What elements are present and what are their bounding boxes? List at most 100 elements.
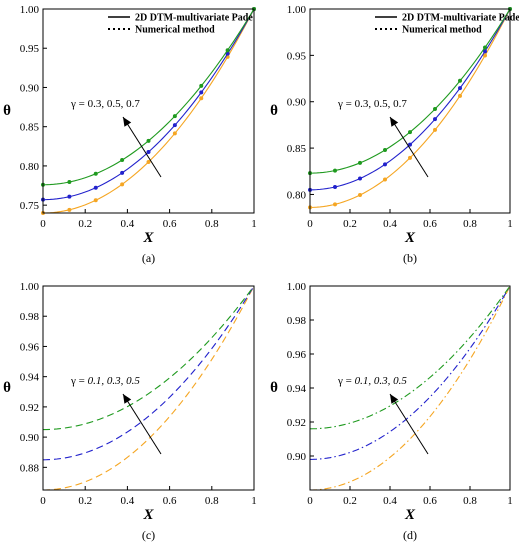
x-tick-label: 0.2 xyxy=(78,495,92,507)
x-tick-label: 0.8 xyxy=(463,218,477,230)
series-marker-0 xyxy=(433,127,437,132)
chart-panel-3: 0 0.2 0.4 0.6 0.8 1 0.90 0.92 0.94 0.96 0.98 1.00 Xθ… xyxy=(270,281,513,542)
plot-frame xyxy=(42,8,255,214)
series-marker-0 xyxy=(93,198,98,203)
y-tick-label: 1.00 xyxy=(287,4,307,16)
y-tick-label: 0.96 xyxy=(20,341,40,353)
annotation-arrow-shaft xyxy=(122,393,162,455)
gamma-annotation: γ = 0.3, 0.5, 0.7 xyxy=(70,98,140,110)
x-tick-label: 0.2 xyxy=(78,218,92,230)
y-tick-label: 0.90 xyxy=(20,82,40,94)
x-axis-title: X xyxy=(142,507,154,523)
x-axis-title: X xyxy=(404,230,416,246)
series-marker-2 xyxy=(146,138,151,143)
x-tick-label: 0 xyxy=(40,495,46,507)
y-tick-label: 0.80 xyxy=(287,189,307,201)
series-marker-2 xyxy=(67,180,72,185)
y-tick-label: 1.00 xyxy=(20,281,40,293)
series-line-1 xyxy=(309,285,511,460)
series-marker-2 xyxy=(458,78,462,83)
series-marker-1 xyxy=(333,184,337,189)
panel-label: (b) xyxy=(403,251,417,265)
series-marker-2 xyxy=(93,171,98,176)
series-marker-2 xyxy=(358,160,362,165)
gamma-annotation: γ = 0.1, 0.3, 0.5 xyxy=(70,375,140,387)
y-tick-label: 0.90 xyxy=(20,432,40,444)
series-line-0 xyxy=(309,285,511,491)
legend-entry: Numerical method xyxy=(135,25,215,36)
series-marker-1 xyxy=(172,123,177,128)
series-marker-1 xyxy=(458,86,462,91)
y-tick-label: 0.95 xyxy=(287,50,307,62)
y-axis-title: θ xyxy=(3,380,11,396)
x-tick-label: 0.4 xyxy=(383,495,397,507)
series-line-2 xyxy=(309,285,511,430)
annotation-arrow-head xyxy=(123,394,132,404)
x-tick-label: 0.6 xyxy=(423,495,437,507)
y-tick-label: 0.88 xyxy=(20,462,40,474)
chart-panel-0: 0 0.2 0.4 0.6 0.8 1 0.75 0.80 0.85 0.90 0.95 1.00 Xθ… xyxy=(3,4,257,265)
panel-label: (d) xyxy=(403,528,417,542)
plot-frame xyxy=(309,8,511,214)
y-tick-label: 0.90 xyxy=(287,97,307,109)
y-tick-label: 0.95 xyxy=(20,43,40,55)
x-tick-label: 1 xyxy=(507,218,513,230)
series-marker-2 xyxy=(483,45,487,50)
y-tick-label: 0.92 xyxy=(20,402,39,414)
x-tick-label: 1 xyxy=(251,218,257,230)
y-tick-label: 0.85 xyxy=(20,122,40,134)
x-tick-label: 0 xyxy=(307,495,313,507)
series-marker-0 xyxy=(67,207,72,212)
y-tick-label: 0.94 xyxy=(20,372,40,384)
chart-panel-2: 0 0.2 0.4 0.6 0.8 1 0.88 0.90 0.92 0.94 0.96 0.98 1.… xyxy=(3,281,257,542)
x-tick-label: 0 xyxy=(307,218,313,230)
y-tick-label: 0.96 xyxy=(287,349,307,361)
series-marker-1 xyxy=(433,117,437,122)
plot-frame xyxy=(309,285,511,491)
annotation-arrow-head xyxy=(123,117,132,127)
x-tick-label: 0.2 xyxy=(343,218,357,230)
series-marker-0 xyxy=(333,202,337,207)
series-marker-0 xyxy=(199,96,204,101)
series-marker-2 xyxy=(383,148,387,153)
gamma-annotation: γ = 0.1, 0.3, 0.5 xyxy=(337,375,407,387)
series-marker-0 xyxy=(408,155,412,160)
x-tick-label: 1 xyxy=(507,495,513,507)
annotation-arrow-head xyxy=(390,117,399,127)
series-marker-0 xyxy=(120,182,125,187)
x-tick-label: 0.8 xyxy=(463,495,477,507)
series-marker-1 xyxy=(483,49,487,54)
series-marker-2 xyxy=(120,158,125,163)
legend-entry: Numerical method xyxy=(402,25,482,36)
series-marker-0 xyxy=(358,193,362,198)
y-tick-label: 0.85 xyxy=(287,143,307,155)
gamma-annotation-values: 0.1, 0.3, 0.5 xyxy=(355,375,408,387)
y-axis-title: θ xyxy=(3,103,11,119)
series-line-0 xyxy=(42,285,255,491)
x-tick-label: 0.6 xyxy=(163,218,177,230)
x-tick-label: 0.8 xyxy=(205,495,219,507)
gamma-annotation-prefix: γ = xyxy=(70,375,88,387)
x-tick-label: 0 xyxy=(40,218,46,230)
x-tick-label: 0.4 xyxy=(121,495,135,507)
series-marker-2 xyxy=(433,107,437,112)
annotation-arrow-head xyxy=(390,394,399,404)
series-marker-1 xyxy=(408,142,412,147)
x-tick-label: 0.4 xyxy=(383,218,397,230)
y-tick-label: 1.00 xyxy=(287,281,307,293)
legend-entry: 2D DTM-multivariate Pade xyxy=(135,13,253,24)
series-marker-1 xyxy=(383,162,387,167)
series-marker-2 xyxy=(333,168,337,173)
chart-panel-1: 0 0.2 0.4 0.6 0.8 1 0.80 0.85 0.90 0.95 1.00 Xθ (b) 2… xyxy=(270,4,519,265)
series-marker-1 xyxy=(67,194,72,199)
x-tick-label: 0.6 xyxy=(163,495,177,507)
series-marker-2 xyxy=(408,130,412,135)
series-marker-2 xyxy=(199,83,204,88)
series-marker-0 xyxy=(146,160,151,164)
annotation-arrow-shaft xyxy=(389,116,429,178)
panel-label: (c) xyxy=(142,528,155,542)
series-marker-0 xyxy=(458,93,462,98)
annotation-arrow-shaft xyxy=(122,116,162,178)
y-axis-title: θ xyxy=(270,380,278,396)
series-marker-2 xyxy=(172,114,177,119)
